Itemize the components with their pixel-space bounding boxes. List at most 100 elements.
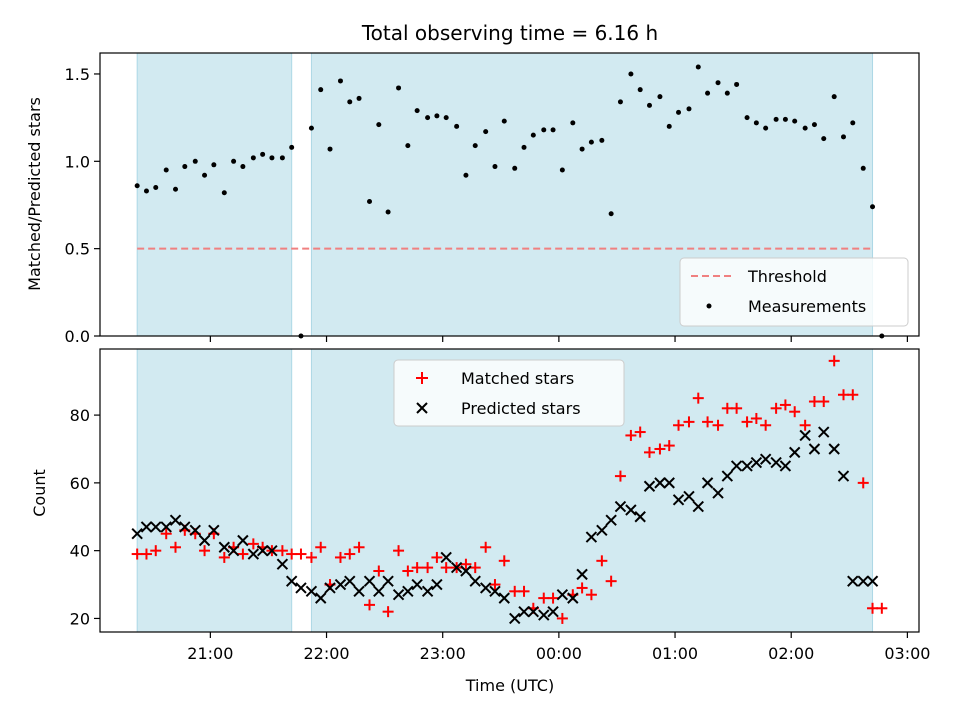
legend-matched-swatch <box>416 372 428 384</box>
matched-star-point <box>402 565 414 577</box>
measurement-point <box>221 190 227 196</box>
measurement-point <box>192 158 198 164</box>
predicted-star-point <box>276 558 289 570</box>
measurement-point <box>279 155 285 161</box>
matched-star-point <box>150 545 162 557</box>
matched-star-point <box>857 477 869 489</box>
predicted-star-point <box>808 443 821 455</box>
measurement-point <box>734 81 740 87</box>
predicted-star-point <box>750 456 763 469</box>
predicted-star-point <box>799 429 811 442</box>
matched-star-point <box>489 579 501 591</box>
matched-star-point <box>422 562 434 574</box>
predicted-star-point <box>247 548 260 560</box>
predicted-star-point <box>847 575 859 587</box>
predicted-star-point <box>857 575 869 587</box>
measurement-point <box>231 158 237 164</box>
shaded-interval-1 <box>137 53 292 336</box>
matched-star-point <box>692 392 704 404</box>
predicted-star-point <box>189 524 201 537</box>
predicted-star-point <box>344 575 356 587</box>
matched-star-point <box>614 470 626 482</box>
measurement-point <box>608 211 614 217</box>
matched-star-point <box>683 416 695 428</box>
predicted-star-point <box>373 585 385 598</box>
predicted-star-point <box>730 460 743 472</box>
predicted-star-point <box>576 568 588 581</box>
measurement-point <box>821 136 827 142</box>
legend-threshold-label: Threshold <box>747 267 827 286</box>
count-legend-box <box>393 359 625 427</box>
matched-star-point <box>334 551 346 563</box>
measurement-point <box>715 80 721 86</box>
y-tick-label: 60 <box>70 474 90 493</box>
y-tick-label: 0.0 <box>65 327 90 346</box>
matched-star-point <box>431 551 443 563</box>
ratio-y-axis-label: Matched/Predicted stars <box>25 97 44 291</box>
predicted-star-point <box>324 582 336 594</box>
predicted-star-point <box>741 460 753 472</box>
predicted-star-point <box>440 551 452 564</box>
measurement-point <box>425 115 431 121</box>
predicted-star-point <box>198 534 211 547</box>
predicted-star-point <box>498 592 510 604</box>
matched-star-point <box>585 589 597 601</box>
matched-star-point <box>170 541 182 553</box>
ratio-axes: 0.0 0.5 1.0 1.5 <box>65 52 920 346</box>
predicted-star-point <box>315 592 327 604</box>
measurement-point <box>570 120 576 126</box>
measurement-point <box>250 155 256 161</box>
measurement-point <box>347 99 353 105</box>
predicted-star-point <box>614 500 627 513</box>
predicted-star-point <box>683 490 695 503</box>
predicted-star-point <box>692 500 704 513</box>
matched-star-point <box>721 402 733 414</box>
measurement-point <box>646 102 652 108</box>
measurement-point <box>202 172 208 178</box>
measurement-point <box>454 123 460 129</box>
matched-star-point <box>218 551 230 563</box>
predicted-star-point <box>363 575 376 587</box>
predicted-star-point <box>547 605 559 618</box>
matched-star-point <box>818 396 830 408</box>
matched-star-point <box>237 548 249 560</box>
x-tick-label: 01:00 <box>652 644 698 663</box>
measurement-point <box>637 87 643 93</box>
measurement-point <box>686 106 692 112</box>
predicted-star-point <box>140 521 153 533</box>
measurement-point <box>483 129 489 135</box>
predicted-star-point <box>237 534 249 547</box>
matched-star-point <box>286 548 298 560</box>
matched-star-point <box>731 402 743 414</box>
matched-star-point <box>808 396 820 408</box>
measurement-point <box>628 71 634 77</box>
predicted-star-point <box>556 589 569 601</box>
measurement-point <box>443 115 449 121</box>
matched-star-point <box>382 606 394 618</box>
measurement-point <box>512 165 518 171</box>
predicted-star-point <box>392 589 405 601</box>
measurement-point <box>163 167 169 173</box>
predicted-star-point <box>625 504 637 516</box>
legend-measurements-label: Measurements <box>748 297 866 316</box>
predicted-star-point <box>305 585 318 598</box>
measurement-point <box>385 209 391 215</box>
x-tick-label: 22:00 <box>303 644 349 663</box>
chart-title: Total observing time = 6.16 h <box>361 21 658 45</box>
measurement-point <box>599 137 605 143</box>
count-panel: 20 40 60 80 21:00 22:00 23:00 00:00 01:00 02:00 03… <box>30 348 930 695</box>
predicted-star-point <box>779 460 792 472</box>
measurement-point <box>559 167 565 173</box>
measurement-point <box>705 90 711 96</box>
measurement-point <box>792 118 798 124</box>
matched-star-point <box>605 575 617 587</box>
matched-star-point <box>663 440 675 452</box>
matched-star-point <box>702 416 714 428</box>
predicted-star-point <box>818 426 830 438</box>
measurement-point <box>870 204 876 210</box>
predicted-star-point <box>837 470 850 482</box>
matched-star-point <box>509 585 521 597</box>
measurement-point <box>356 95 362 101</box>
measurement-point <box>182 164 188 170</box>
